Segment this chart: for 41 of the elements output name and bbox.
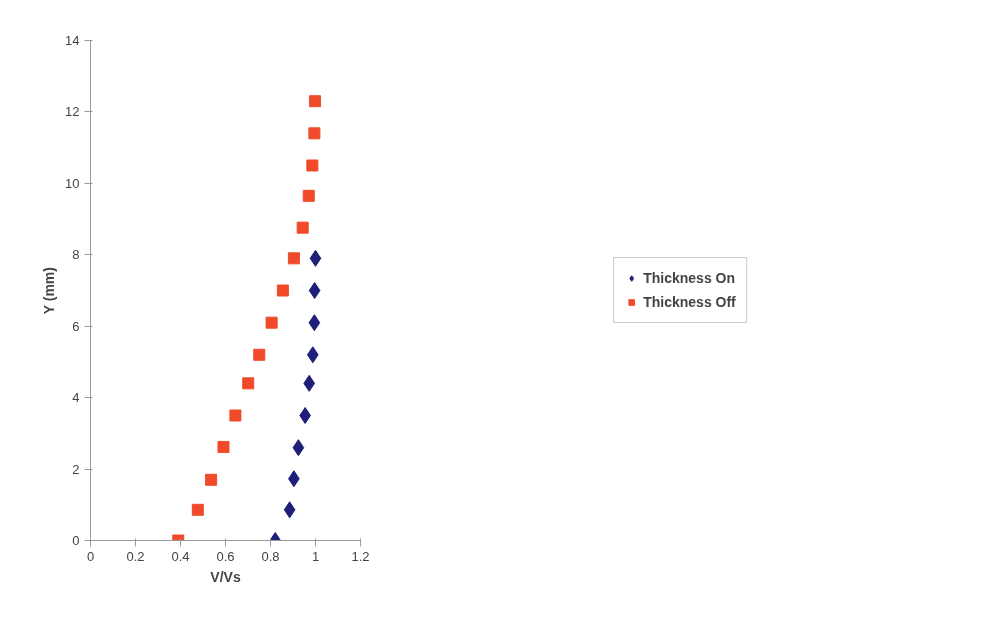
point	[306, 159, 319, 172]
point	[242, 377, 255, 390]
y-tick-label: 12	[65, 104, 80, 120]
x-tick-label: 0.8	[261, 548, 280, 564]
x-tick-label: 0.6	[216, 548, 235, 564]
point	[276, 284, 289, 297]
y-tick-label: 0	[72, 533, 80, 548]
x-axis-title: V/Vs	[210, 568, 241, 585]
legend-label: Thickness On	[643, 270, 736, 286]
x-tick-label: 0	[86, 548, 95, 564]
point	[287, 252, 300, 265]
point	[283, 501, 296, 519]
point	[303, 374, 316, 392]
point	[229, 409, 242, 422]
point	[205, 473, 218, 486]
point	[299, 407, 311, 424]
y-tick-label: 4	[72, 390, 80, 406]
x-tick-label: 0.4	[171, 548, 190, 564]
point	[306, 346, 319, 364]
point	[191, 503, 204, 516]
point	[309, 95, 322, 108]
point	[217, 440, 230, 453]
point	[308, 282, 321, 299]
x-tick-label: 1	[311, 548, 320, 564]
x-tick-label: 0.2	[126, 548, 145, 564]
point	[308, 314, 321, 332]
y-tick-label: 8	[72, 247, 80, 263]
point	[309, 249, 322, 267]
point	[253, 348, 266, 361]
y-tick-label: 14	[65, 33, 80, 48]
point	[302, 189, 315, 202]
y-tick-label: 10	[65, 175, 80, 191]
y-axis-title: Y (mm)	[41, 267, 58, 315]
y-tick-label: 2	[72, 461, 80, 477]
x-tick-label: 1.2	[351, 548, 370, 564]
point	[265, 316, 278, 329]
legend-label: Thickness Off	[643, 294, 736, 310]
point	[292, 439, 305, 457]
point	[308, 127, 321, 140]
y-tick-label: 6	[72, 318, 80, 334]
point	[296, 221, 309, 234]
